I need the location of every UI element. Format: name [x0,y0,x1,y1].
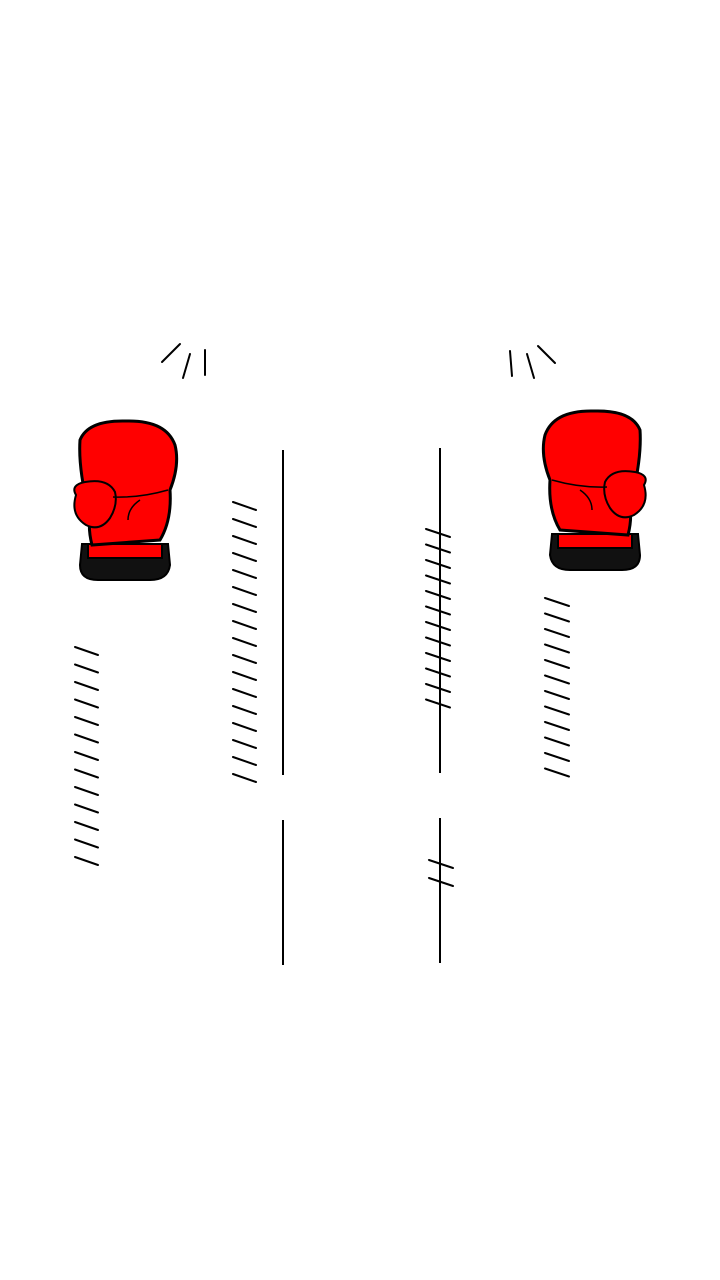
speed-marks-left-outer [74,646,99,866]
lane-lines [282,448,441,965]
speed-mark [74,803,99,814]
right-boxing-glove-icon[interactable] [541,409,647,571]
speed-mark [232,637,257,647]
speed-mark [232,671,257,681]
speed-mark [232,620,257,630]
speed-mark [428,859,454,869]
speed-mark [232,654,257,664]
speed-mark [425,621,451,631]
speed-mark [544,612,570,623]
speed-mark [544,752,570,762]
speed-marks [74,501,570,887]
speed-mark [74,838,99,849]
speed-mark [74,768,99,779]
speed-mark [74,786,99,796]
speed-mark [232,552,257,562]
speed-mark [232,705,257,715]
speed-mark [544,690,570,700]
speed-mark [428,877,454,887]
speed-mark [74,856,99,866]
speed-mark [425,590,451,600]
speed-mark [74,716,99,726]
speed-mark [425,652,451,662]
speed-mark [232,756,257,766]
speed-mark [544,705,570,716]
speed-mark [232,722,257,732]
speed-mark [425,605,451,616]
speed-marks-right-lower [428,859,454,887]
speed-mark [544,597,570,607]
speed-mark [74,681,99,691]
speed-mark [232,569,257,579]
speed-mark [544,767,570,778]
speed-mark [425,636,451,647]
speed-mark [74,751,99,761]
speed-mark [425,574,451,585]
speed-mark [74,646,99,656]
speed-mark [425,528,451,538]
speed-mark [74,698,99,709]
left-punch-motion-lines [161,343,206,379]
speed-mark [232,773,257,783]
speed-marks-left-inner [232,501,257,783]
speed-mark [544,643,570,654]
speed-mark [425,543,451,554]
speed-mark [74,821,99,831]
speed-mark [232,688,257,698]
speed-mark [544,736,570,747]
speed-mark [544,659,570,669]
speed-mark [544,674,570,685]
speed-marks-right-outer [544,597,570,778]
speed-mark [544,721,570,731]
speed-mark [232,518,257,528]
speed-mark [232,739,257,749]
speed-mark [232,501,257,511]
speed-mark [232,535,257,545]
right-punch-motion-lines [509,345,556,379]
speed-mark [74,663,99,674]
speed-mark [425,698,451,709]
speed-marks-right-inner [425,528,451,709]
speed-mark [425,667,451,678]
speed-mark [425,559,451,569]
speed-mark [74,733,99,744]
speed-mark [232,603,257,613]
speed-mark [232,586,257,596]
left-boxing-glove-icon[interactable] [73,419,179,581]
speed-mark [544,628,570,638]
speed-mark [425,683,451,693]
